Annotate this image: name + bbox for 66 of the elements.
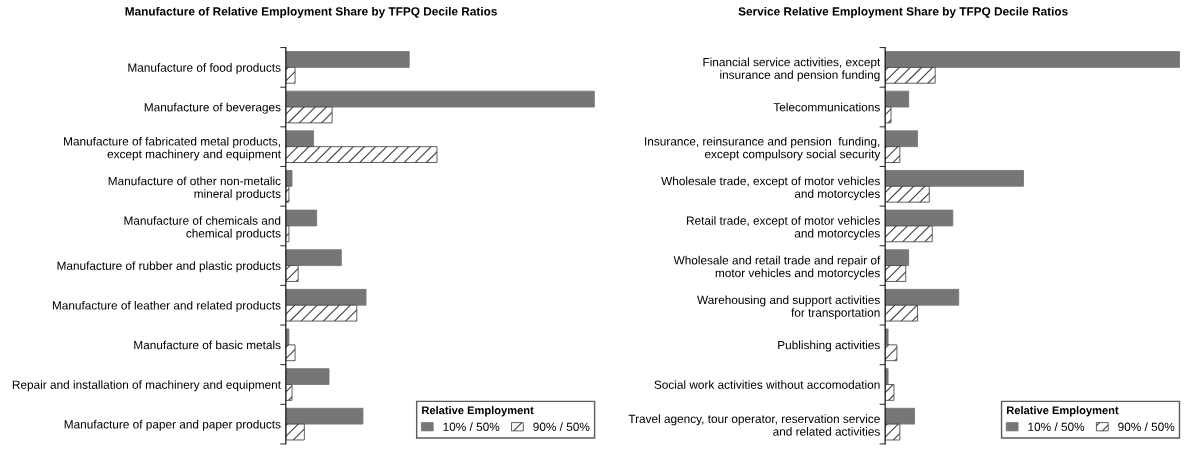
bar [285, 185, 290, 203]
y-tick-label: Social work activities without accomodation [654, 380, 880, 389]
bar [285, 225, 290, 243]
y-tick-label: Manufacture of food products [128, 63, 281, 75]
bar [285, 249, 342, 266]
y-tick-label: Manufacture of other non-metalic mineral products [108, 176, 281, 201]
bar [885, 344, 898, 362]
legend-title: Relative Employment [422, 406, 534, 417]
chart-title: Service Relative Employment Share by TFPQ Decile Ratios [738, 6, 1068, 18]
bar [285, 407, 364, 425]
bar [885, 146, 901, 163]
legend-label: 90% / 50% [1118, 422, 1175, 431]
bar [285, 288, 367, 306]
y-tick-label: Travel agency, tour operator, reservation service and related activities [628, 414, 880, 436]
bar [885, 423, 901, 441]
y-tick-label: Retail trade, except of motor vehicles and motorcycles [687, 216, 880, 240]
chart-title: Manufacture of Relative Employment Share by TFPQ Decile Ratios [125, 6, 497, 18]
bar [285, 51, 410, 68]
y-tick-label: Repair and installation of machinery and equipment [12, 380, 281, 392]
legend-title: Relative Employment [1007, 406, 1119, 417]
legend-label: 10% / 50% [443, 422, 500, 431]
bar [285, 66, 296, 84]
y-tick-label: Manufacture of leather and related products [52, 300, 281, 312]
bar [885, 185, 930, 203]
y-tick-label: Publishing activities [778, 340, 880, 352]
y-tick-label: Financial service activities, except insurance and pension funding [703, 57, 881, 82]
bar [885, 304, 918, 322]
y-tick-label: Manufacture of basic metals [134, 340, 281, 350]
bar [885, 225, 933, 243]
y-tick-label: Manufacture of rubber and plastic products [57, 261, 281, 273]
bar [285, 130, 315, 148]
bar [885, 90, 910, 108]
bar [285, 90, 595, 108]
y-tick-label: Wholesale trade, except of motor vehicles and motorcycles [661, 176, 880, 201]
bar [885, 384, 895, 401]
bar [885, 265, 907, 282]
bar [885, 106, 892, 124]
y-tick-label: Manufacture of fabricated metal products, except machinery and equipment [64, 136, 281, 161]
y-tick-label: Warehousing and support activities for transportation [697, 295, 880, 320]
bar [285, 106, 333, 124]
bar [885, 51, 1180, 68]
bar [285, 423, 305, 441]
bar [885, 288, 960, 306]
y-tick-label: Telecommunications [773, 102, 880, 112]
y-tick-label: Manufacture of beverages [144, 102, 281, 114]
bar [885, 249, 910, 266]
bar [285, 265, 299, 282]
y-tick-label: Insurance, reinsurance and pension funding, except compulsory social security [645, 136, 881, 161]
legend-label: 90% / 50% [533, 422, 590, 431]
bar [285, 304, 358, 322]
bar [285, 384, 293, 401]
bar [885, 66, 936, 84]
bar [285, 146, 438, 163]
bar [285, 170, 293, 187]
y-tick-label: Manufacture of chemicals and chemical products [124, 216, 281, 240]
bar [285, 328, 290, 346]
bar [285, 368, 330, 385]
y-tick-label: Manufacture of paper and paper products [64, 419, 281, 431]
bar [885, 130, 918, 148]
bar [885, 407, 915, 425]
y-tick-label: Wholesale and retail trade and repair of motor vehicles and motorcycles [673, 255, 881, 280]
bar [885, 209, 954, 227]
bar [885, 170, 1024, 187]
bar [285, 209, 318, 227]
legend-label: 10% / 50% [1028, 422, 1085, 431]
bar [285, 344, 296, 362]
